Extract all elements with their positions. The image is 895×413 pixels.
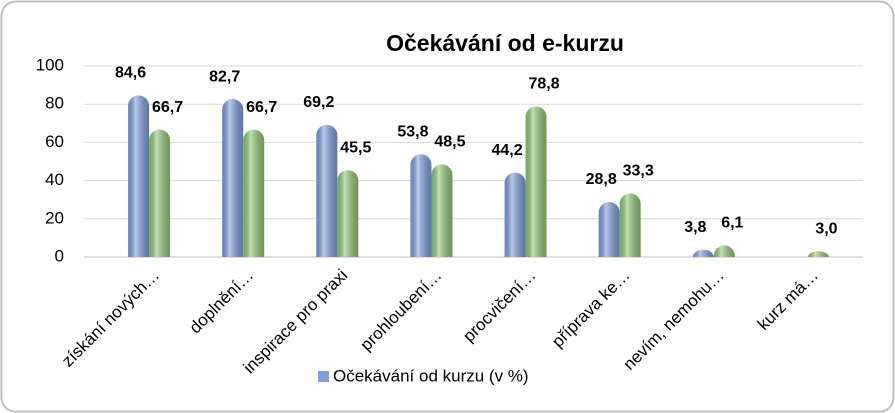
bar-shading	[149, 129, 171, 257]
bar-shading	[316, 124, 338, 257]
bar-shading	[619, 193, 641, 257]
data-label: 66,7	[152, 99, 183, 116]
y-tick-label: 100	[36, 55, 64, 74]
bar-shading	[128, 95, 150, 257]
data-label: 28,8	[586, 171, 617, 188]
y-tick-label: 60	[45, 132, 64, 151]
data-label: 78,8	[528, 76, 559, 93]
data-label: 3,8	[684, 219, 706, 236]
bar-shading	[713, 245, 735, 257]
chart-title: Očekávání od e-kurzu	[386, 30, 624, 56]
data-label: 82,7	[209, 68, 240, 85]
data-label: 48,5	[434, 134, 465, 151]
bar-shading	[504, 172, 526, 257]
y-tick-label: 0	[55, 246, 64, 265]
data-label: 3,0	[815, 220, 837, 237]
data-label: 66,7	[246, 99, 277, 116]
bar-shading	[807, 251, 829, 257]
legend-label: Očekávání od kurzu (v %)	[333, 366, 529, 385]
data-label: 44,2	[491, 142, 522, 159]
bar-shading	[410, 154, 432, 257]
data-label: 69,2	[303, 94, 334, 111]
legend-swatch	[318, 371, 329, 382]
bar-shading	[525, 106, 547, 257]
data-label: 53,8	[397, 123, 428, 140]
bar-shading	[222, 99, 244, 257]
y-tick-label: 40	[45, 170, 64, 189]
data-label: 84,6	[115, 65, 146, 82]
bar-shading	[431, 164, 453, 257]
bar-shading	[598, 201, 620, 257]
y-tick-label: 20	[45, 208, 64, 227]
data-label: 6,1	[721, 215, 743, 232]
data-label: 33,3	[623, 163, 654, 180]
bar-shading	[337, 170, 359, 257]
bar-shading	[692, 249, 714, 257]
data-label: 45,5	[340, 139, 371, 156]
bar-shading	[243, 129, 265, 257]
y-tick-label: 80	[45, 94, 64, 113]
